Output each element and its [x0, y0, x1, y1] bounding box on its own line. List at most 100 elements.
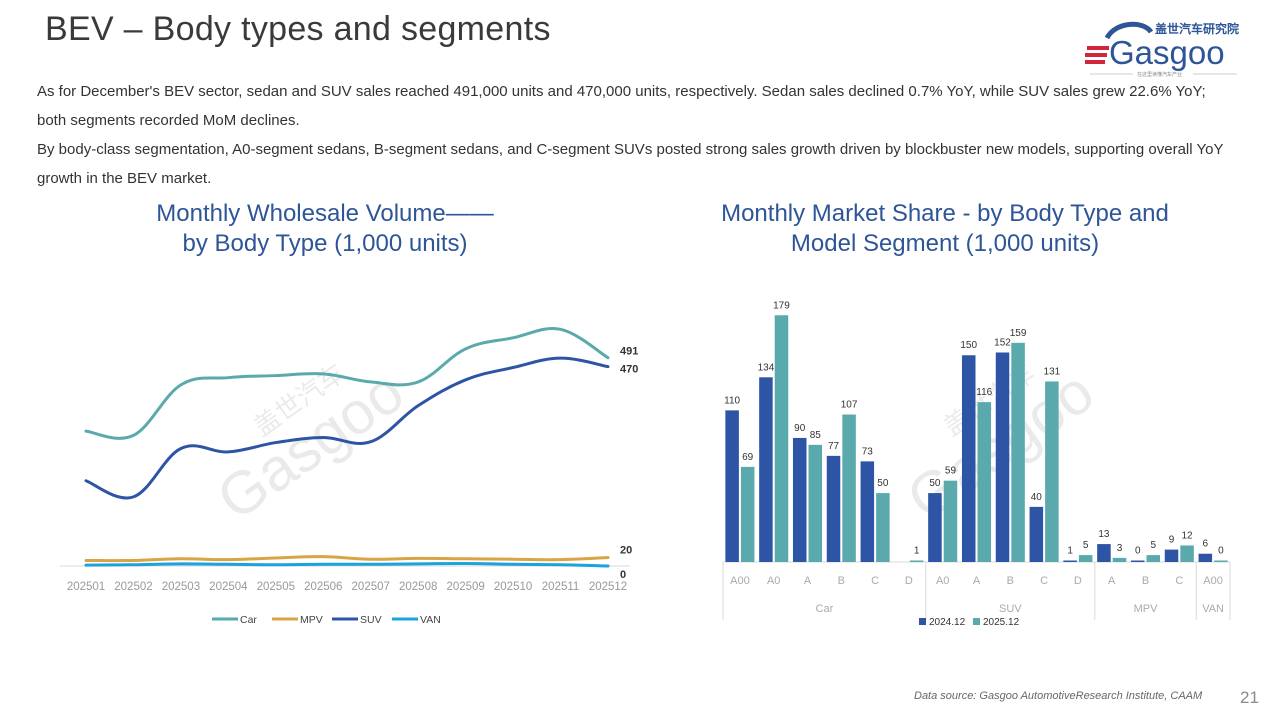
- data-label: 90: [794, 423, 806, 434]
- x-tick-label: 202502: [114, 581, 152, 593]
- data-label: 159: [1010, 328, 1027, 339]
- bar-suv-a0-2024.12: [928, 493, 942, 562]
- bar-chart: Gasgoo盖世汽车11069A00134179A09085A77107B735…: [722, 300, 1231, 628]
- bar-car-a00-2025.12: [740, 466, 755, 562]
- x-tick-label: 202508: [399, 581, 437, 593]
- bar-car-a-2024.12: [792, 437, 807, 562]
- series-line-van: [84, 561, 610, 568]
- x-tick-label: 202511: [542, 581, 580, 593]
- x-tick-label: 202510: [494, 581, 532, 593]
- data-label: 50: [929, 478, 941, 489]
- logo-text-en: Gasgoo: [1109, 34, 1225, 71]
- group-label-car: Car: [816, 603, 834, 615]
- bar-car-a00-2024.12: [725, 410, 739, 562]
- bar-chart-title-line1: Monthly Market Share - by Body Type and: [721, 200, 1169, 227]
- bar-chart-title-line2: Model Segment (1,000 units): [790, 230, 1100, 257]
- data-label: 13: [1098, 529, 1110, 540]
- logo-arc-icon: [1104, 21, 1154, 40]
- category-label: A: [973, 575, 981, 587]
- end-label-car: 491: [620, 346, 638, 358]
- logo-stripe: [1087, 46, 1109, 50]
- x-tick-label: 202501: [67, 581, 105, 593]
- bar-mpv-a-2025.12: [1112, 557, 1127, 562]
- category-label: D: [905, 575, 913, 587]
- category-label: A00: [1203, 575, 1223, 587]
- category-label: C: [1175, 575, 1183, 587]
- data-label: 5: [1150, 540, 1156, 551]
- bar-van-a00-2024.12: [1198, 553, 1213, 562]
- legend-label-2025.12: 2025.12: [983, 617, 1020, 628]
- legend-label-mpv: MPV: [300, 614, 323, 626]
- group-label-suv: SUV: [999, 603, 1022, 615]
- data-label: 73: [862, 446, 874, 457]
- data-label: 134: [758, 362, 775, 373]
- bar-suv-a-2025.12: [977, 402, 992, 562]
- logo-tagline: 在这里读懂汽车产业: [1137, 71, 1182, 78]
- category-label: A: [804, 575, 812, 587]
- category-label: B: [838, 575, 845, 587]
- x-tick-label: 202506: [304, 581, 342, 593]
- bar-suv-a-2024.12: [961, 355, 976, 562]
- bar-car-c-2024.12: [860, 461, 875, 562]
- category-label: B: [1142, 575, 1149, 587]
- bar-car-a0-2024.12: [759, 377, 773, 562]
- end-label-van: 0: [620, 569, 626, 581]
- end-label-mpv: 20: [620, 545, 632, 557]
- data-label: 12: [1182, 530, 1194, 541]
- data-label: 77: [828, 441, 840, 452]
- x-tick-label: 202505: [257, 581, 295, 593]
- data-label: 179: [773, 300, 790, 311]
- bar-chart-title: Monthly Market Share - by Body Type and …: [670, 199, 1220, 259]
- data-label: 0: [1135, 546, 1141, 557]
- bar-suv-c-2025.12: [1045, 381, 1059, 562]
- legend-label-suv: SUV: [360, 614, 382, 626]
- category-label: A0: [767, 575, 780, 587]
- data-label: 3: [1117, 543, 1123, 554]
- bar-car-d-2025.12: [909, 560, 924, 562]
- data-label: 152: [994, 337, 1011, 348]
- bar-suv-a0-2025.12: [943, 480, 958, 562]
- logo-stripe: [1085, 60, 1105, 64]
- category-label: C: [1040, 575, 1048, 587]
- x-tick-label: 202512: [589, 581, 627, 593]
- bar-car-a-2025.12: [808, 444, 823, 562]
- intro-paragraph-2: By body-class segmentation, A0-segment s…: [37, 141, 1224, 187]
- group-label-van: VAN: [1202, 603, 1224, 615]
- series-line-car: [84, 327, 610, 440]
- bar-suv-b-2024.12: [995, 352, 1010, 562]
- bar-mpv-b-2025.12: [1146, 555, 1161, 562]
- x-tick-label: 202507: [352, 581, 390, 593]
- bar-van-a00-2025.12: [1214, 560, 1228, 562]
- series-line-mpv: [84, 555, 610, 563]
- bar-chart-legend: 2024.12 2025.12: [919, 617, 1020, 628]
- legend-swatch-2025.12: [973, 618, 980, 625]
- x-tick-label: 202503: [162, 581, 200, 593]
- bar-car-b-2025.12: [842, 414, 856, 562]
- data-label: 6: [1203, 539, 1209, 550]
- bar-car-b-2024.12: [826, 455, 841, 562]
- data-label: 107: [841, 400, 858, 411]
- category-label: B: [1007, 575, 1014, 587]
- data-label: 40: [1031, 492, 1043, 503]
- data-label: 0: [1218, 546, 1224, 557]
- legend-swatch-2024.12: [919, 618, 926, 625]
- bar-suv-b-2025.12: [1011, 342, 1025, 562]
- bar-suv-c-2024.12: [1029, 506, 1044, 562]
- data-source: Data source: Gasgoo AutomotiveResearch I…: [914, 690, 1203, 702]
- group-label-mpv: MPV: [1134, 603, 1159, 615]
- bar-mpv-b-2024.12: [1130, 560, 1145, 562]
- bar-suv-d-2024.12: [1063, 560, 1077, 562]
- category-label: C: [871, 575, 879, 587]
- line-chart-title-line1: Monthly Wholesale Volume——: [156, 200, 494, 227]
- data-label: 1: [1067, 546, 1073, 557]
- data-label: 116: [976, 387, 992, 398]
- data-label: 9: [1169, 535, 1175, 546]
- intro-text: As for December's BEV sector, sedan and …: [37, 77, 1237, 193]
- data-label: 150: [960, 340, 977, 351]
- end-label-suv: 470: [620, 364, 638, 376]
- logo-text-cn: 盖世汽车研究院: [1155, 21, 1239, 36]
- bar-mpv-c-2025.12: [1180, 545, 1194, 562]
- category-label: D: [1074, 575, 1082, 587]
- intro-paragraph-1: As for December's BEV sector, sedan and …: [37, 83, 1206, 129]
